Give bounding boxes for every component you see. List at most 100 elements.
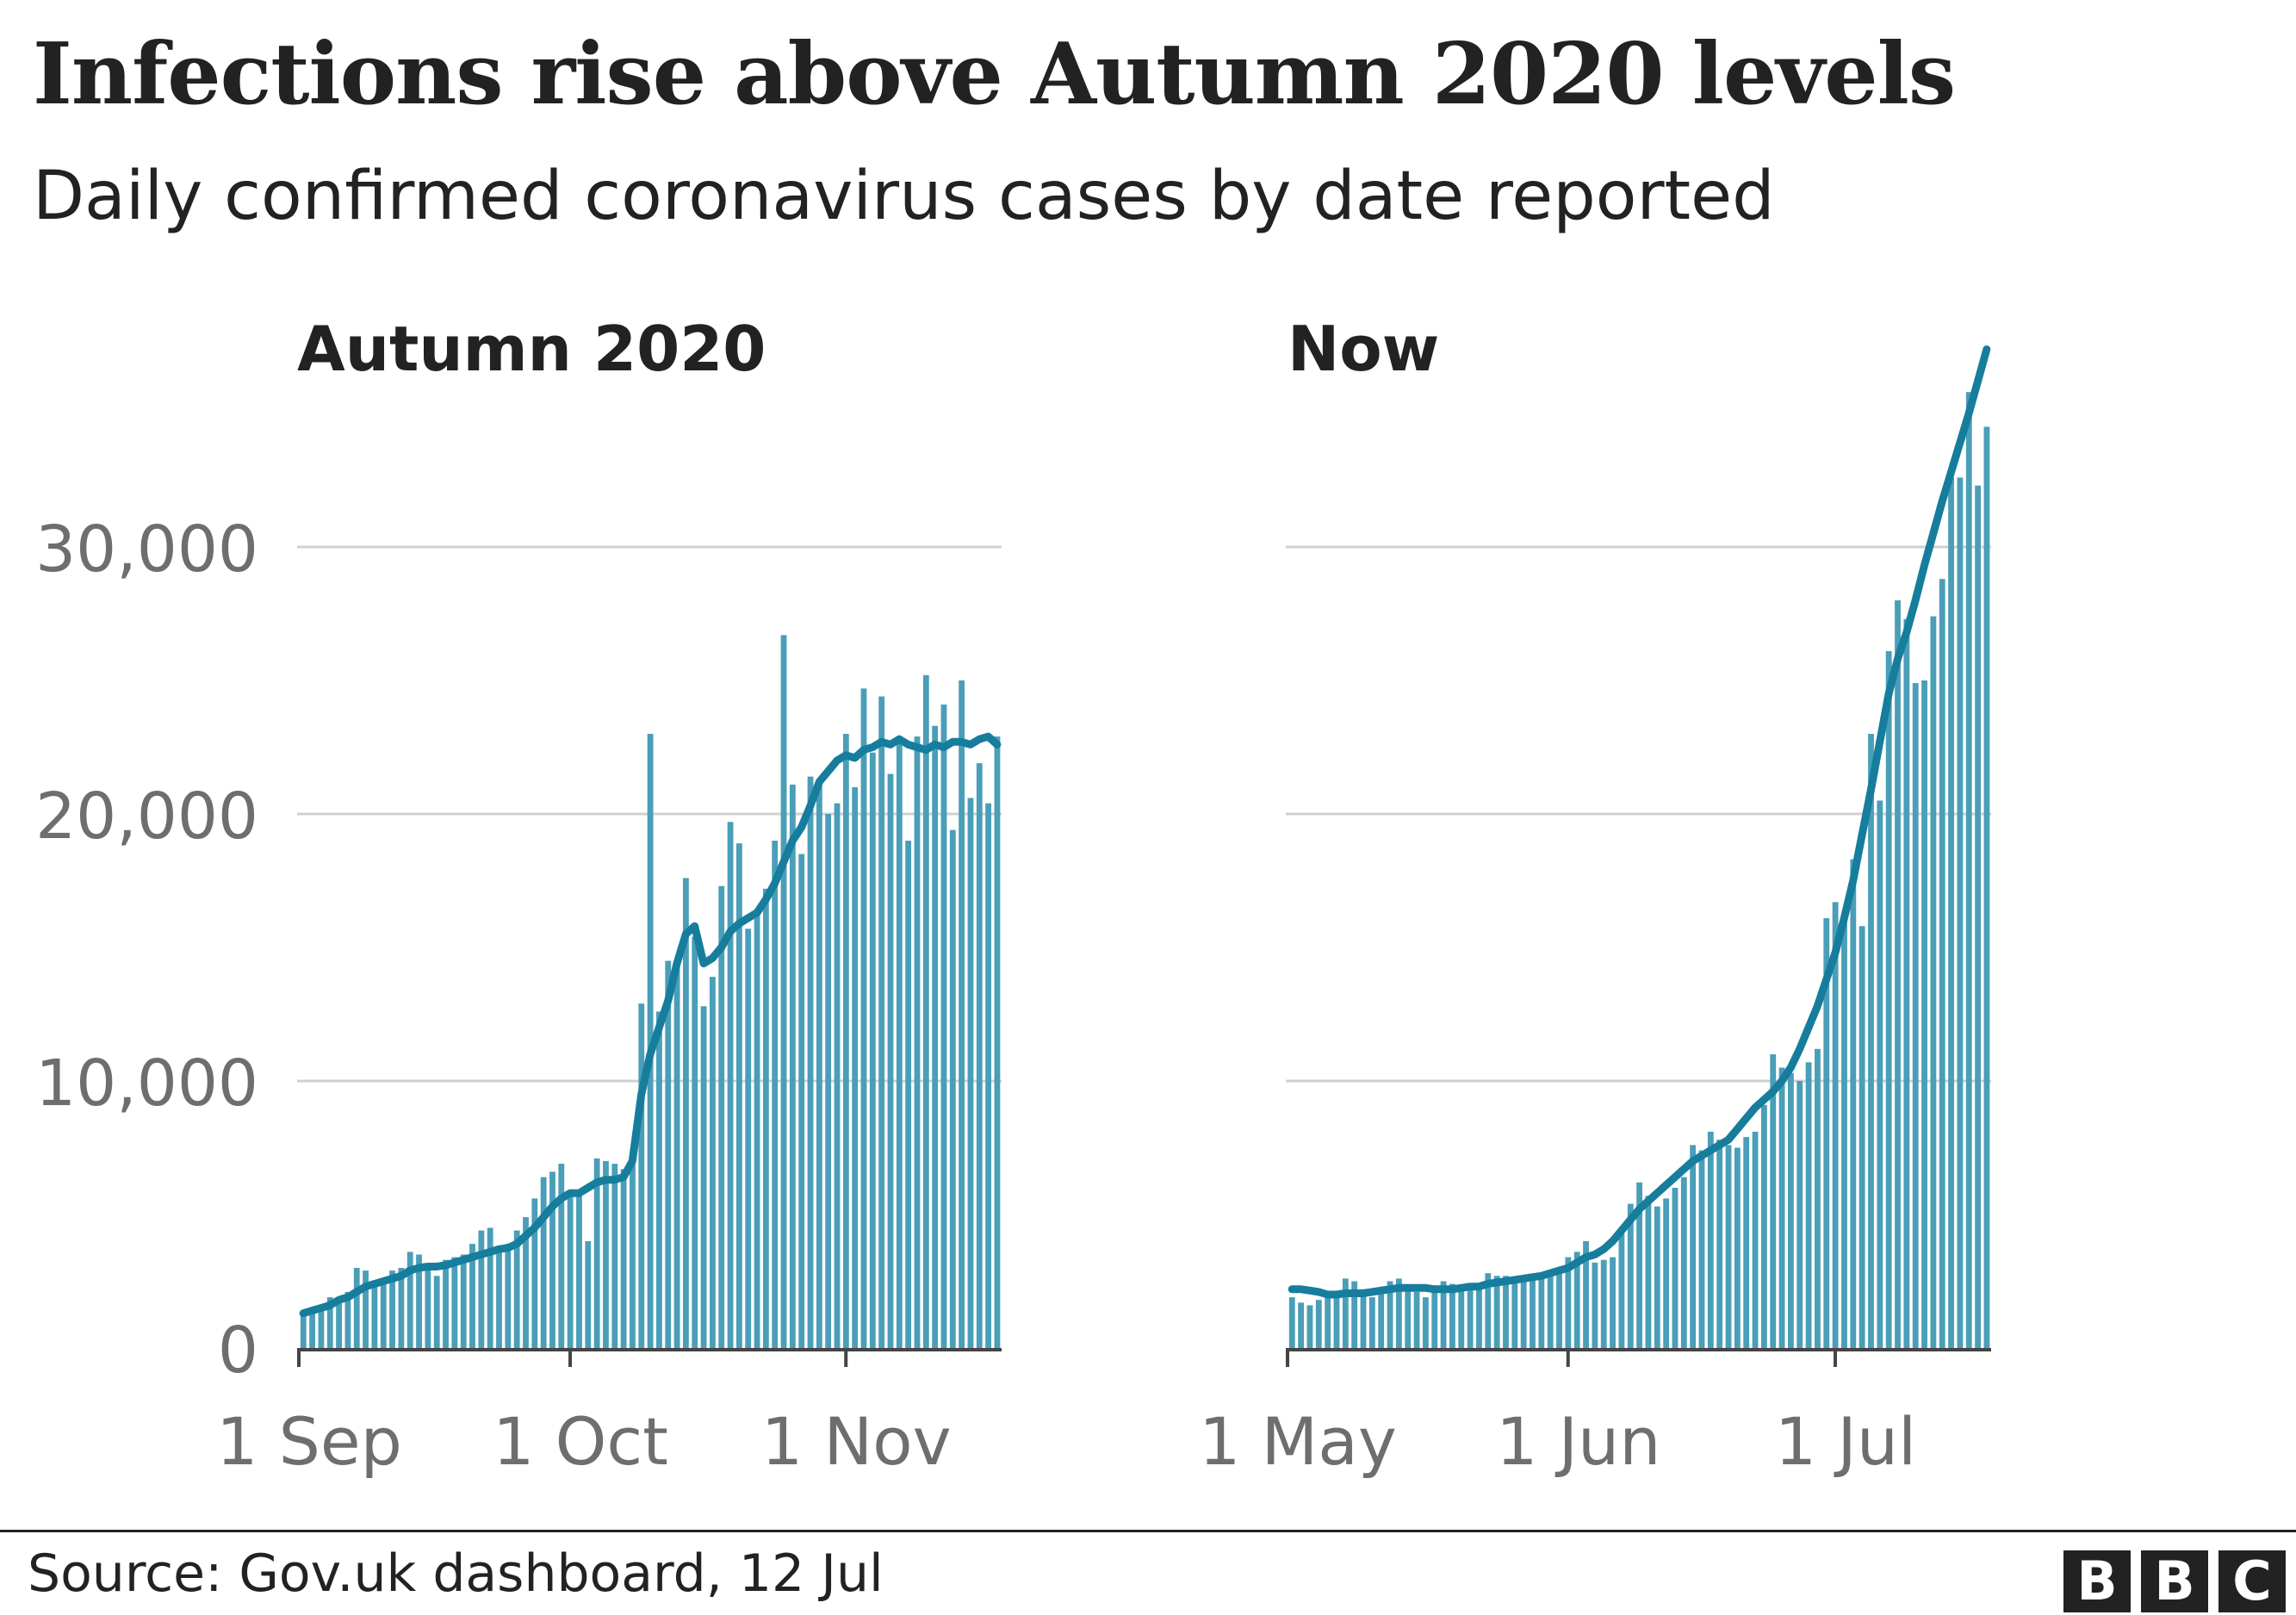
panel-1-bar [425,1264,431,1348]
panel-2-bar [1983,426,1990,1348]
panel-1-bar [460,1254,467,1348]
panel-1-bar [710,977,716,1348]
panel-1-bar [922,674,929,1348]
panel-1-bar [443,1259,449,1348]
panel-2-bar [1850,859,1857,1348]
panel-1-bar [673,968,680,1348]
panel-2-bar [1823,917,1830,1348]
panel-2-bar [1965,392,1972,1349]
panel-2-bar [1485,1273,1492,1348]
panel-1-x-tick-label: 1 Oct [493,1403,668,1480]
panel-1-bar [638,1003,645,1348]
panel-1-bar [433,1276,440,1348]
panel-1-bar [967,798,974,1348]
panel-2-bar [1627,1203,1634,1348]
panel-2-bar [1333,1291,1340,1348]
panel-2-bar [1975,485,1982,1348]
panel-2-x-tick-label: 1 Jul [1775,1403,1916,1480]
panel-2-bar [1698,1150,1705,1348]
panel-2-bar [1368,1297,1375,1348]
panel-2-bar [1378,1289,1385,1348]
panel-1-bar [549,1171,555,1348]
panel-2-bar [1610,1257,1616,1348]
panel-1-bar [451,1257,458,1348]
panel-2-bar [1939,579,1945,1348]
panel-2-bar [1530,1278,1536,1348]
panel-2-bar [1760,1104,1767,1348]
panel-1-bar [718,885,725,1348]
panel-2-bar [1832,902,1839,1348]
panel-2-bar [1921,680,1927,1348]
y-tick-label: 30,000 [35,512,258,587]
panel-2-bar [1422,1297,1429,1348]
panel-1-bar [496,1246,502,1348]
panel-2-bar [1395,1278,1402,1348]
panel-2-bar [1663,1198,1670,1348]
panel-1-bar [700,1006,707,1348]
panel-1-bar [905,841,912,1348]
panel-2-bar [1957,477,1964,1348]
panel-1-bar [585,1241,592,1348]
panel-1-bar [398,1268,405,1348]
panel-2-bar [1458,1286,1465,1348]
panel-1-bar [976,763,983,1348]
panel-2-bar [1725,1145,1732,1348]
panel-1-bar [309,1308,316,1348]
panel-1-bar [735,843,742,1348]
panel-1-bar [380,1278,387,1348]
bbc-logo: B B C [2063,1550,2286,1612]
panel-2-bar [1734,1147,1741,1348]
panel-1-bar [469,1244,475,1348]
panel-1-bar [745,929,752,1348]
panel-1-bar [683,878,689,1348]
panel-1-bar [852,787,859,1348]
panel-2-average-line [1288,345,1991,1299]
panel-2-bar [1778,1067,1785,1348]
panel-1-bar [816,779,822,1348]
panel-2-bar [1841,915,1847,1348]
panel-1-bar [363,1270,369,1348]
panel-1-bar [985,803,992,1348]
panel-2-x-tick-label: 1 Jun [1496,1403,1660,1480]
panel-2-bar [1895,600,1901,1348]
chart-area: Autumn 2020 0 10,000 20,000 30,000 1 Sep 1 Oct… [35,313,1991,1480]
panel-2-bar [1930,616,1937,1348]
panel-2-bar [1859,926,1865,1348]
panel-1-average-line [299,732,1002,1318]
panel-2-bar [1618,1233,1625,1348]
panel-2-bar [1298,1302,1305,1348]
panel-2-bar [1351,1281,1358,1348]
panel-2-bar [1306,1305,1313,1348]
panel-1-bar [603,1161,609,1348]
panel-1-bar [478,1230,485,1348]
panel-1-bar [727,822,734,1348]
panel-2-bar [1716,1140,1723,1348]
panel-2-bar [1511,1278,1518,1348]
panel-1-bar [932,725,939,1348]
panel-2-bar [1948,477,1954,1348]
panel-2-bar [1493,1276,1500,1348]
panel-1-bar [416,1254,422,1348]
panel-2-bar [1877,800,1883,1348]
panel-2-bar [1556,1268,1562,1348]
panel-2-bar [1325,1295,1331,1348]
panel-2-bar [1600,1259,1607,1348]
panel-1-bar [798,854,805,1348]
panel-1-bar [896,736,903,1348]
panel-2-bar [1405,1286,1412,1348]
panel-1-bar [656,1011,662,1348]
bbc-logo-letter-c: C [2218,1550,2286,1612]
panel-2-bar [1672,1188,1679,1348]
panel-2-title: Now [1288,313,1439,385]
panel-2-bar [1770,1054,1777,1348]
panel-2-bar [1815,1048,1821,1348]
panel-2-bar [1645,1196,1652,1348]
panel-2-bar [1342,1278,1349,1348]
panel-2-x-tick-label: 1 May [1199,1403,1397,1480]
panel-1-bar [807,776,814,1348]
panel-2-bar [1805,1062,1812,1348]
panel-1-bar [558,1164,565,1348]
panel-1-bar [878,696,885,1348]
panel-1-bar [869,752,876,1348]
panel-2-bar [1538,1273,1545,1348]
